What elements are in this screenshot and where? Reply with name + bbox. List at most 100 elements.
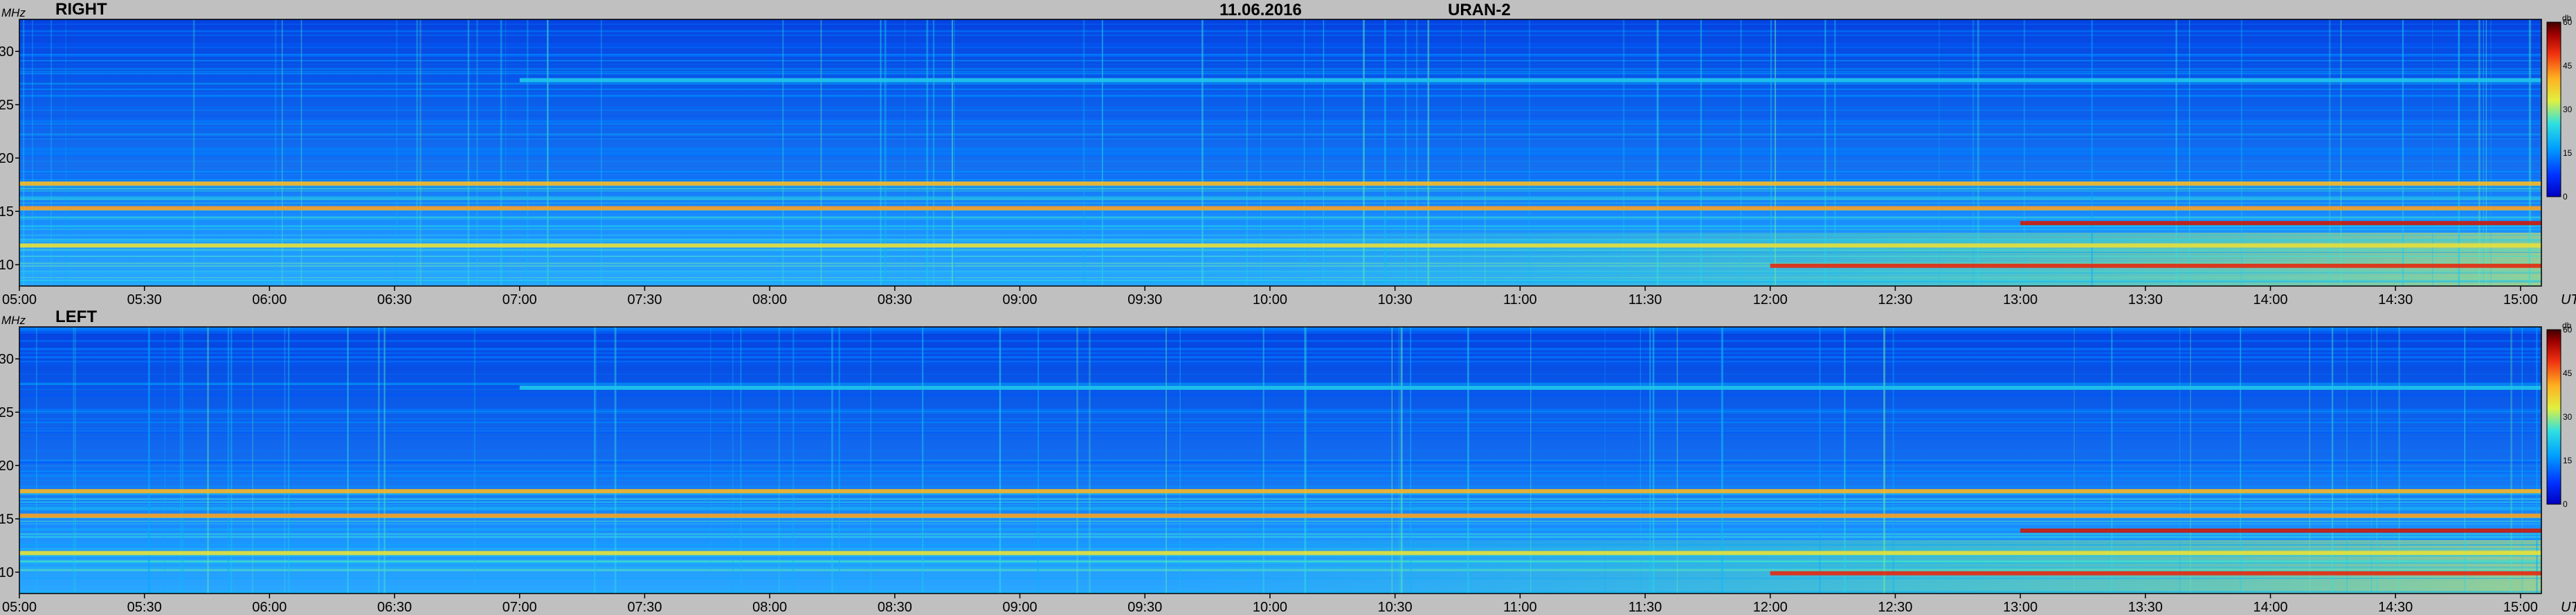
x-tick-label: 11:00	[1503, 600, 1537, 615]
interference-line	[831, 327, 833, 594]
interference-line	[1201, 19, 1204, 286]
interference-line	[2370, 327, 2373, 594]
interference-line	[999, 327, 1001, 594]
y-tick-label: 20	[0, 458, 14, 474]
colorbar-tick-label: 45	[2563, 61, 2573, 71]
emission-band	[1770, 571, 2541, 576]
interference-line	[547, 19, 549, 286]
x-tick-label: 13:30	[2128, 600, 2163, 615]
interference-line	[207, 327, 209, 594]
interference-line	[1076, 327, 1079, 594]
interference-line	[2478, 19, 2480, 286]
y-tick-label: 15	[0, 204, 14, 220]
x-tick-label: 08:30	[878, 292, 912, 308]
x-tick-label: 13:30	[2128, 292, 2163, 308]
colorbar-tick-label: 60	[2563, 17, 2573, 27]
interference-line	[880, 19, 882, 286]
x-tick-label: 05:30	[127, 600, 162, 615]
colorbar-label: db	[2562, 13, 2572, 23]
x-tick-label: 14:00	[2253, 292, 2287, 308]
emission-band	[19, 513, 2541, 518]
x-tick-label: 07:30	[627, 600, 662, 615]
interference-line	[164, 327, 166, 594]
interference-line	[1977, 19, 1979, 286]
plot-frame	[19, 19, 2542, 287]
interference-line	[1844, 327, 1846, 594]
interference-line	[2536, 327, 2538, 594]
emission-band	[19, 243, 2541, 248]
interference-line	[1101, 19, 1103, 286]
interference-line	[2179, 327, 2181, 594]
x-tick-label: 11:30	[1629, 292, 1662, 308]
interference-line	[73, 327, 75, 594]
y-tick-label: 10	[0, 565, 14, 580]
interference-line	[179, 327, 181, 594]
emission-band	[19, 489, 2541, 494]
colorbar-tick-label: 15	[2563, 456, 2573, 465]
instrument-title: URAN-2	[1448, 1, 1511, 19]
interference-line	[50, 19, 53, 286]
interference-line	[1037, 327, 1040, 594]
interference-line	[23, 19, 25, 286]
interference-line	[2111, 327, 2113, 594]
interference-line	[2510, 327, 2512, 594]
x-tick-label: 10:00	[1253, 292, 1287, 308]
interference-line	[778, 327, 781, 594]
x-tick-label: 08:00	[752, 292, 787, 308]
x-tick-label: 11:30	[1629, 600, 1662, 615]
interference-line	[383, 327, 386, 594]
interference-line	[2530, 19, 2532, 286]
interference-line	[1640, 327, 1641, 594]
colorbar	[2546, 21, 2561, 197]
interference-line	[36, 327, 37, 594]
interference-line	[594, 327, 596, 594]
x-axis-label: UT	[2561, 600, 2576, 615]
interference-line	[792, 327, 795, 594]
interference-line	[467, 19, 470, 286]
interference-line	[1604, 327, 1606, 594]
interference-line	[1179, 327, 1181, 594]
interference-line	[1410, 327, 1412, 594]
interference-line	[2240, 327, 2242, 594]
interference-line	[1528, 19, 1530, 286]
x-tick-label: 10:30	[1378, 600, 1413, 615]
colorbar-tick-label: 60	[2563, 325, 2573, 335]
emission-band	[1770, 263, 2541, 268]
panel-label: RIGHT	[55, 0, 107, 19]
interference-line	[547, 19, 549, 286]
y-tick-label: 15	[0, 512, 14, 527]
interference-line	[1740, 19, 1742, 286]
y-axis-label: MHz	[1, 314, 26, 327]
spectrogram-panel-right: RIGHT MHz 10 15 20 25 30 05:00 05:30 06:00 06:30 07…	[0, 0, 2576, 308]
interference-line	[1834, 19, 1836, 286]
interference-line	[1415, 19, 1418, 286]
interference-line	[2190, 327, 2191, 594]
interference-line	[2175, 19, 2177, 286]
interference-line	[1246, 19, 1248, 286]
interference-line	[500, 19, 502, 286]
interference-line	[709, 327, 711, 594]
interference-line	[1460, 19, 1462, 286]
x-tick-label: 10:00	[1253, 600, 1287, 615]
interference-line	[932, 19, 935, 286]
interference-line	[953, 19, 955, 286]
x-tick-label: 07:00	[502, 600, 537, 615]
interference-line	[476, 19, 478, 286]
interference-line	[181, 327, 183, 594]
x-tick-label: 14:00	[2253, 600, 2287, 615]
interference-line	[526, 19, 529, 286]
interference-line	[274, 19, 277, 286]
interference-line	[1819, 327, 1821, 594]
colorbar-tick-label: 45	[2563, 368, 2573, 378]
interference-line	[32, 19, 33, 286]
interference-line	[2091, 19, 2093, 286]
interference-line	[595, 327, 597, 594]
x-tick-label: 06:30	[377, 292, 412, 308]
x-tick-label: 12:30	[1878, 292, 1912, 308]
interference-line	[2346, 327, 2348, 594]
interference-line	[1304, 327, 1307, 594]
interference-line	[1530, 327, 1532, 594]
noise-texture	[19, 24, 2541, 283]
interference-line	[1165, 327, 1167, 594]
x-tick-label: 09:00	[1003, 600, 1037, 615]
